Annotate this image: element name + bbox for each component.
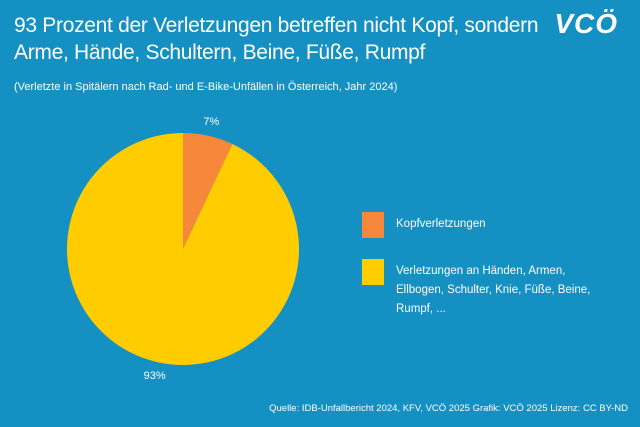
data-label: 93% xyxy=(144,370,166,382)
pie-slice xyxy=(183,133,233,249)
chart-subtitle: (Verletzte in Spitälern nach Rad- und E-… xyxy=(14,81,398,93)
data-label: 7% xyxy=(203,116,219,128)
chart-title: 93 Prozent der Verletzungen betreffen ni… xyxy=(14,14,539,64)
pie-slice xyxy=(67,132,299,365)
legend-label: Verletzungen an Händen, Armen, Ellbogen,… xyxy=(396,265,591,315)
legend-label: Kopfverletzungen xyxy=(396,218,486,230)
legend-swatch xyxy=(362,259,384,285)
legend-swatch xyxy=(362,212,384,238)
logo: VCÖ xyxy=(554,8,618,39)
source-note: Quelle: IDB-Unfallbericht 2024, KFV, VCÖ… xyxy=(269,403,628,414)
